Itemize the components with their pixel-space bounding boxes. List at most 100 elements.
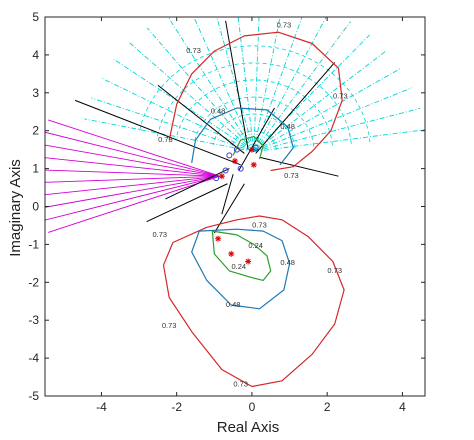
pole-stroke bbox=[245, 258, 251, 265]
contour-label: 0.48 bbox=[211, 107, 226, 116]
pole-marker-0 bbox=[215, 235, 222, 242]
y-tick-label: 1 bbox=[32, 162, 39, 176]
contour-label: 0.73 bbox=[162, 321, 177, 330]
contour-073-0 bbox=[162, 215, 345, 388]
magenta-locus-branch-6 bbox=[45, 175, 220, 196]
y-axis-label: Imaginary Axis bbox=[7, 159, 24, 257]
cyan-locus-branch-3 bbox=[253, 68, 401, 152]
cyan-locus-branch-12 bbox=[216, 17, 255, 152]
contour-073-1 bbox=[168, 31, 343, 172]
contour-label: 0.73 bbox=[186, 46, 201, 55]
y-tick-label: 3 bbox=[32, 86, 39, 100]
y-tick-label: 4 bbox=[32, 48, 39, 62]
cyan-locus-branch-9 bbox=[253, 17, 281, 152]
cyan-locus-branch-4 bbox=[253, 50, 387, 152]
magenta-locus-branch-1 bbox=[45, 131, 221, 177]
pole-stroke bbox=[215, 236, 221, 242]
contour-label: 0.48 bbox=[280, 122, 295, 131]
magenta-locus-branch-3 bbox=[45, 157, 220, 177]
pole-marker-2 bbox=[245, 258, 252, 265]
y-tick-label: 0 bbox=[32, 200, 39, 214]
pole-stroke bbox=[232, 158, 238, 164]
cyan-locus-arc-5 bbox=[138, 45, 371, 143]
dark-locus-branch-2 bbox=[74, 99, 241, 166]
x-tick-label: 4 bbox=[399, 400, 406, 414]
dark-locus-branch-1 bbox=[213, 183, 245, 234]
cyan-locus-branch-14 bbox=[167, 17, 255, 152]
x-axis-label: Real Axis bbox=[217, 419, 280, 436]
series-layer: 0.73 0.73 0.73 0.73 0.73 0.73 0.73 0.73 0.73 0.73… bbox=[45, 17, 425, 389]
pole-stroke bbox=[219, 173, 225, 179]
cyan-locus-branch-7 bbox=[253, 17, 327, 152]
magenta-locus-branch-9 bbox=[48, 175, 221, 233]
y-tick-label: -1 bbox=[28, 237, 39, 251]
cyan-locus-branch-5 bbox=[253, 34, 370, 152]
magenta-locus-branch-2 bbox=[45, 144, 221, 177]
contour-label: 0.24 bbox=[248, 241, 263, 250]
dark-locus-branch-4 bbox=[225, 20, 249, 150]
cyan-locus-branch-11 bbox=[237, 17, 255, 152]
pole-marker-3 bbox=[218, 173, 225, 180]
dark-locus-branch-7 bbox=[221, 174, 234, 215]
contour-label: 0.73 bbox=[152, 230, 167, 239]
x-tick-label: -4 bbox=[96, 400, 107, 414]
cyan-locus-arc-4 bbox=[157, 62, 352, 144]
magenta-locus-branch-8 bbox=[45, 175, 221, 221]
contour-label: 0.73 bbox=[252, 220, 267, 229]
zero-marker-0 bbox=[226, 152, 233, 159]
y-tick-label: -2 bbox=[28, 275, 39, 289]
contour-label: 0.73 bbox=[327, 266, 342, 275]
contour-label: 0.73 bbox=[284, 171, 299, 180]
contour-label: 0.73 bbox=[277, 21, 292, 30]
dark-locus-branch-3 bbox=[157, 84, 245, 154]
magenta-locus-branch-5 bbox=[45, 175, 220, 183]
contour-label: 0.73 bbox=[158, 135, 173, 144]
pole-marker-5 bbox=[232, 158, 238, 165]
contour-label: 0.73 bbox=[233, 380, 248, 389]
contour-024-5 bbox=[232, 135, 264, 160]
dark-locus-branch-9 bbox=[165, 168, 230, 200]
cyan-locus-arc-3 bbox=[175, 79, 333, 146]
cyan-locus-branch-18 bbox=[100, 77, 255, 152]
contour-048-3 bbox=[191, 107, 294, 166]
zero-marker-1 bbox=[237, 165, 244, 172]
y-tick-label: -5 bbox=[28, 389, 39, 403]
zero-marker-2 bbox=[213, 175, 220, 182]
cyan-locus-branch-6 bbox=[253, 21, 351, 152]
y-tick-label: -4 bbox=[28, 351, 39, 365]
cyan-locus-branch-16 bbox=[129, 42, 255, 152]
contour-024-4 bbox=[211, 230, 272, 281]
pole-stroke bbox=[228, 251, 234, 257]
cyan-locus-branch-1 bbox=[253, 107, 421, 152]
pole-marker-6 bbox=[250, 161, 257, 168]
y-tick-label: -3 bbox=[28, 313, 39, 327]
zero-marker-3 bbox=[252, 144, 259, 151]
zero-marker-4 bbox=[233, 146, 240, 153]
dark-locus-branch-0 bbox=[146, 183, 228, 223]
magenta-locus-branch-0 bbox=[48, 119, 221, 177]
dark-locus-branch-6 bbox=[259, 156, 339, 177]
cyan-locus-branch-0 bbox=[253, 129, 425, 152]
y-tick-label: 2 bbox=[32, 124, 39, 138]
cyan-locus-branch-19 bbox=[91, 97, 254, 152]
contour-label: 0.48 bbox=[280, 258, 295, 267]
cyan-locus-arc-0 bbox=[231, 130, 277, 150]
x-tick-label: 0 bbox=[249, 400, 256, 414]
cyan-locus-branch-13 bbox=[193, 17, 255, 152]
magenta-locus-branch-4 bbox=[45, 169, 220, 177]
contour-048-2 bbox=[191, 228, 291, 310]
magenta-locus-branch-7 bbox=[45, 175, 221, 208]
axes-layer: -4 -2 0 2 4 -5 -4 -3 -2 -1 0 1 2 3 4 5 bbox=[28, 10, 426, 414]
x-tick-label: -2 bbox=[171, 400, 182, 414]
cyan-locus-branch-20 bbox=[84, 118, 254, 152]
dark-locus-branch-5 bbox=[255, 62, 336, 154]
cyan-locus-branch-10 bbox=[253, 17, 260, 152]
contour-label: 0.24 bbox=[231, 262, 246, 271]
contour-label: 0.73 bbox=[333, 91, 348, 100]
cyan-locus-arc-1 bbox=[212, 113, 296, 149]
zero-marker-5 bbox=[222, 167, 229, 174]
contour-label: 0.48 bbox=[226, 300, 241, 309]
cyan-locus-branch-2 bbox=[253, 87, 413, 152]
cyan-locus-branch-15 bbox=[146, 27, 255, 152]
